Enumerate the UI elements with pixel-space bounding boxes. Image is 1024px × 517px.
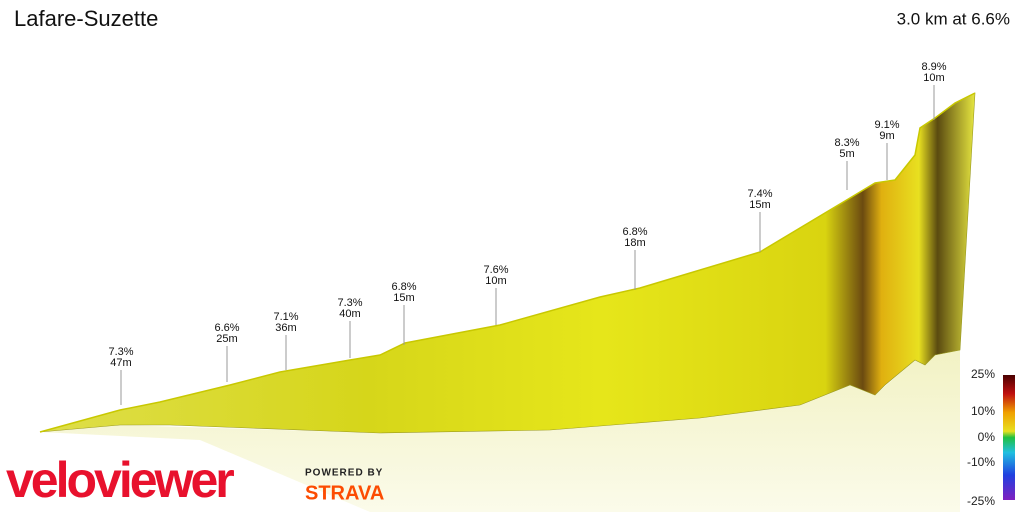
annotation-length: 9m [879,130,894,142]
annotation-grade: 7.4% [747,188,772,200]
color-scale [1003,375,1015,500]
scale-label: 0% [978,430,996,444]
logo: veloviewer [6,452,234,508]
title: Lafare-Suzette [14,6,158,31]
annotation-grade: 8.3% [834,137,859,149]
annotation-grade: 8.9% [921,61,946,73]
annotation-grade: 7.1% [273,311,298,323]
summary: 3.0 km at 6.6% [897,9,1010,28]
annotation-length: 25m [216,333,237,345]
annotation-length: 15m [749,199,770,211]
annotation-grade: 6.6% [214,322,239,334]
scale-label: 25% [971,367,995,381]
scale-label: 10% [971,404,995,418]
annotation-grade: 6.8% [391,281,416,293]
annotation-length: 47m [110,357,131,369]
annotation-length: 18m [624,237,645,249]
annotation-grade: 7.3% [337,297,362,309]
strava: STRAVA [305,482,384,504]
annotation-length: 10m [485,275,506,287]
annotation-grade: 7.6% [483,264,508,276]
powered-by: POWERED BY [305,468,383,479]
annotation-grade: 6.8% [622,226,647,238]
annotation-length: 10m [923,72,944,84]
scale-label: -10% [967,455,995,469]
scale-label: -25% [967,494,995,508]
profile-top [39,92,976,433]
annotation-length: 15m [393,292,414,304]
annotation-length: 36m [275,322,296,334]
annotation-grade: 9.1% [874,119,899,131]
annotation-grade: 7.3% [108,346,133,358]
annotation-length: 40m [339,308,360,320]
annotation-length: 5m [839,148,854,160]
